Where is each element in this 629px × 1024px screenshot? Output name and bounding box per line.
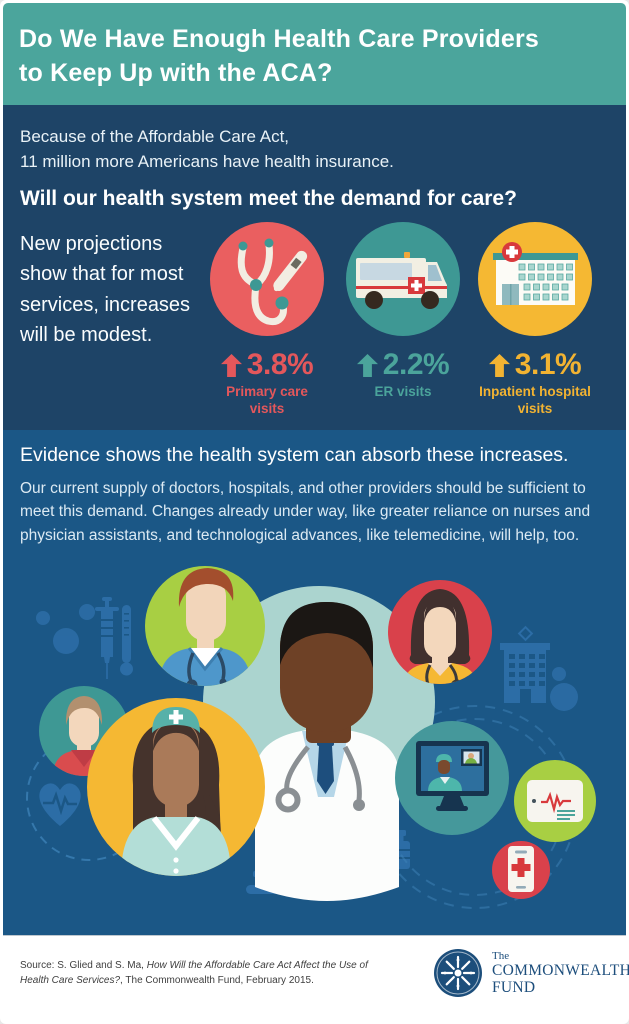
intro-lead-line1: Because of the Affordable Care Act,	[20, 127, 290, 146]
intro-lead: Because of the Affordable Care Act, 11 m…	[20, 125, 626, 174]
stethoscope-icon	[275, 745, 365, 813]
evidence-headline: Evidence shows the health system can abs…	[20, 444, 569, 466]
source-citation: Source: S. Glied and S. Ma, How Will the…	[20, 958, 392, 988]
source-suffix: , The Commonwealth Fund, February 2015.	[120, 975, 314, 986]
stat-er-visits: 2.2% ER visits	[328, 222, 478, 401]
stat-label-line1: ER visits	[374, 384, 432, 399]
stat-value-row: 2.2%	[328, 348, 478, 382]
stat-label: Inpatient hospital visits	[460, 384, 610, 418]
projections-note: New projections show that for most servi…	[20, 233, 191, 347]
stat-value: 2.2%	[382, 348, 450, 381]
page-title: Do We Have Enough Health Care Providers …	[19, 23, 612, 90]
logo-fund: FUND	[492, 978, 536, 996]
female-doctor-avatar	[388, 580, 492, 684]
syringe-icon	[95, 597, 119, 679]
ambulance-icon	[346, 222, 460, 336]
stat-label-line1: Inpatient hospital	[479, 384, 591, 399]
header: Do We Have Enough Health Care Providers …	[3, 3, 626, 105]
intro-question: Will our health system meet the demand f…	[20, 187, 517, 211]
page-title-line1: Do We Have Enough Health Care Providers	[19, 25, 539, 53]
stat-value: 3.1%	[514, 348, 582, 381]
stat-label-line2: visits	[249, 400, 285, 416]
stat-primary-care: 3.8% Primary care visits	[192, 222, 342, 418]
evidence-body: Our current supply of doctors, hospitals…	[20, 480, 591, 544]
bubbles-right-icon	[550, 667, 578, 711]
logo-the: The	[492, 949, 510, 962]
source-title: How Will the Affordable Care Act Affect …	[20, 960, 368, 986]
intro-lead-line2: 11 million more Americans have health in…	[20, 151, 394, 171]
stat-value-row: 3.8%	[192, 348, 342, 382]
stat-label: ER visits	[328, 384, 478, 401]
stat-value: 3.8%	[246, 348, 314, 381]
providers-illustration	[26, 566, 596, 909]
page-title-line2: to Keep Up with the ACA?	[19, 58, 333, 87]
logo-commonwealth: COMMONWEALTH	[492, 962, 629, 979]
stat-value-row: 3.1%	[460, 348, 610, 382]
nurse-avatar	[87, 698, 265, 876]
stat-label-line1: Primary care	[226, 384, 308, 399]
stat-label-line2: visits	[517, 400, 553, 416]
logo-wordmark: The COMMONWEALTH FUND	[492, 950, 629, 996]
telemedicine-monitor-icon	[395, 721, 509, 835]
projections-row: New projections show that for most servi…	[3, 211, 626, 430]
thermometer-decor-icon	[120, 605, 133, 676]
bubbles-left-icon	[36, 604, 95, 654]
hospital-icon	[478, 222, 592, 336]
stethoscope-thermometer-icon	[210, 222, 324, 336]
male-nurse-avatar	[145, 566, 265, 686]
footer: Source: S. Glied and S. Ma, How Will the…	[3, 935, 629, 1022]
tablet-ecg-icon	[514, 760, 596, 842]
stat-inpatient-hospital: 3.1% Inpatient hospital visits	[460, 222, 610, 418]
evidence-section: Evidence shows the health system can abs…	[3, 430, 626, 935]
intro-section: Because of the Affordable Care Act, 11 m…	[3, 105, 626, 430]
stat-label: Primary care visits	[192, 384, 342, 418]
health-app-phone-icon	[492, 841, 550, 899]
source-prefix: Source: S. Glied and S. Ma,	[20, 960, 147, 971]
up-arrow-icon	[488, 353, 510, 377]
commonwealth-fund-emblem-icon	[434, 949, 482, 997]
commonwealth-fund-logo: The COMMONWEALTH FUND	[433, 948, 629, 998]
hospital-silhouette-icon	[500, 625, 550, 703]
up-arrow-icon	[220, 353, 242, 377]
up-arrow-icon	[356, 353, 378, 377]
heart-pulse-icon	[39, 783, 81, 826]
